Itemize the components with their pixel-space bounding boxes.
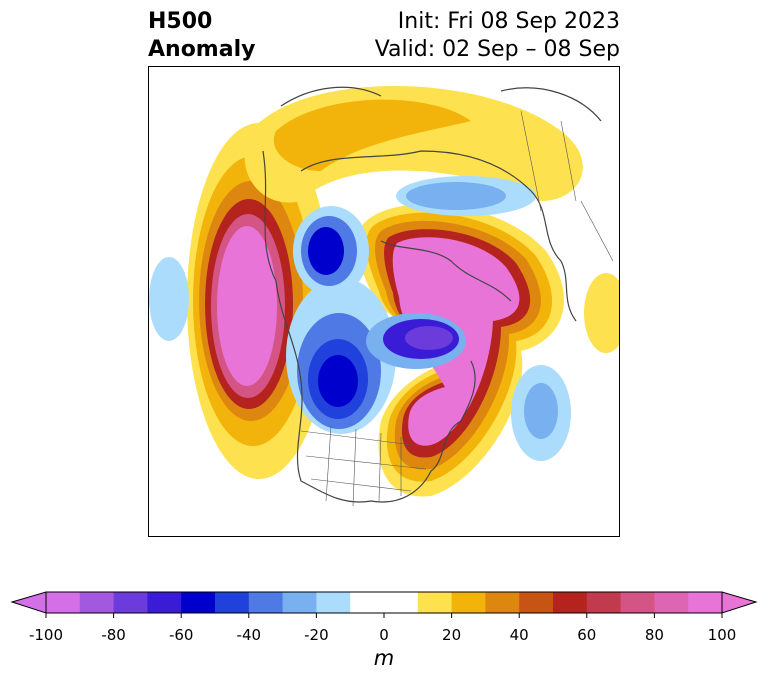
- colorbar-segment: [282, 592, 317, 613]
- colorbar-tick-label: 80: [644, 626, 664, 644]
- ridge-pacific: [187, 123, 331, 479]
- coastlines: [262, 86, 602, 503]
- colorbar-segment: [485, 592, 520, 613]
- trough-canada: [286, 278, 466, 434]
- trough-siberia: [293, 206, 369, 296]
- trough-atlantic: [511, 365, 571, 461]
- colorbar-segment: [384, 592, 419, 613]
- colorbar-tick-label: 60: [577, 626, 597, 644]
- colorbar-segment: [147, 592, 182, 613]
- title-variable: H500: [148, 9, 213, 34]
- colorbar-segment: [181, 592, 216, 613]
- colorbar-ticks: [45, 613, 723, 618]
- map-panel: [148, 66, 620, 537]
- colorbar-extend-min: [10, 591, 47, 614]
- colorbar-tick-label: -80: [101, 626, 126, 644]
- colorbar-tick-label: -40: [236, 626, 262, 644]
- colorbar-segment: [519, 592, 554, 613]
- colorbar: [10, 591, 758, 618]
- colorbar-segments: [46, 592, 723, 613]
- colorbar-segment: [451, 592, 486, 613]
- colorbar-tick-label: 0: [379, 626, 389, 644]
- colorbar-extend-max: [721, 591, 758, 614]
- colorbar-segment: [316, 592, 351, 613]
- title-left: H500 Anomaly: [148, 8, 255, 64]
- colorbar-segment: [113, 592, 148, 613]
- colorbar-tick-label: -60: [168, 626, 194, 644]
- init-time: Init: Fri 08 Sep 2023: [397, 9, 620, 34]
- colorbar-segment: [215, 592, 250, 613]
- colorbar-segment: [79, 592, 115, 613]
- colorbar-tick-label: 40: [509, 626, 529, 644]
- colorbar-segment: [620, 592, 655, 613]
- colorbar-tick-label: 20: [442, 626, 462, 644]
- colorbar-tick-label: 100: [707, 626, 737, 644]
- ridge-atlantic-east: [584, 273, 619, 353]
- colorbar-segment: [248, 592, 284, 613]
- colorbar-segment: [586, 592, 622, 613]
- colorbar-tick-label: -20: [304, 626, 329, 644]
- colorbar-segment: [350, 592, 385, 613]
- colorbar-segment: [688, 592, 723, 613]
- title-subtitle: Anomaly: [148, 37, 256, 62]
- trough-pacific-west: [149, 257, 189, 341]
- anomaly-map: [149, 86, 619, 507]
- colorbar-segment: [417, 592, 453, 613]
- colorbar-segment: [654, 592, 689, 613]
- colorbar-segment: [46, 592, 81, 613]
- colorbar-segment: [553, 592, 588, 613]
- valid-range: Valid: 02 Sep – 08 Sep: [374, 37, 620, 62]
- ridge-arctic: [244, 86, 583, 203]
- trough-arctic: [396, 176, 536, 216]
- title-right: Init: Fri 08 Sep 2023 Valid: 02 Sep – 08…: [375, 8, 620, 64]
- colorbar-units: m: [373, 646, 395, 670]
- political-boundaries: [300, 110, 614, 507]
- colorbar-tick-label: -100: [28, 626, 64, 644]
